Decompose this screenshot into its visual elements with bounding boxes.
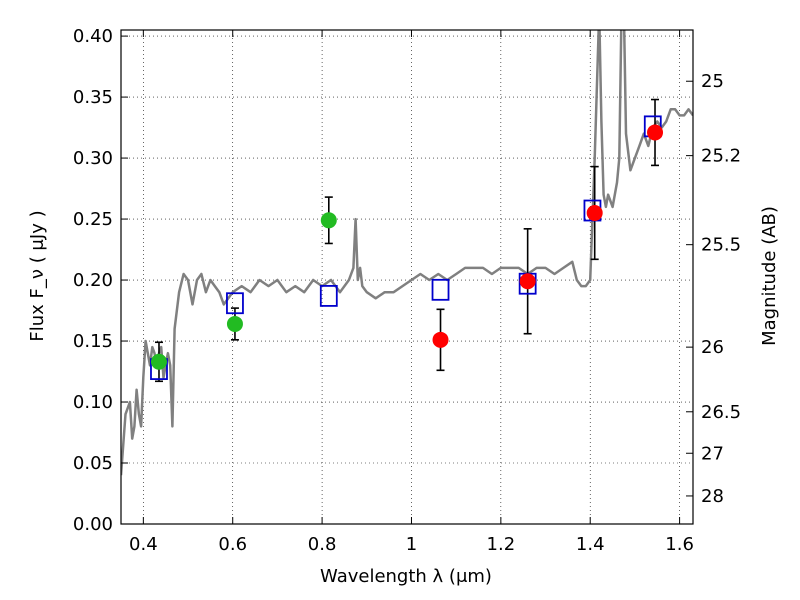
model-photometry-boxes (150, 115, 662, 380)
grid (121, 30, 693, 525)
red-point (519, 273, 536, 290)
red-point (586, 204, 603, 221)
green-point (226, 315, 243, 332)
y-tick-label: 0.30 (73, 148, 113, 169)
y-tick-label: 0.20 (73, 270, 113, 291)
right-tick-label: 26.5 (701, 402, 741, 423)
model-box-marker (319, 285, 338, 307)
green-point (320, 212, 337, 229)
right-tick-label: 28 (701, 486, 724, 507)
x-tick-label: 0.4 (129, 534, 158, 555)
x-tick-label: 0.8 (308, 534, 337, 555)
x-tick-labels: 0.4 0.6 0.8 1 1.2 1.4 1.6 (129, 534, 694, 555)
y-tick-label: 0.35 (73, 87, 113, 108)
y-tick-label: 0.40 (73, 26, 113, 47)
model-spectrum-line (121, 30, 693, 476)
red-point (647, 124, 664, 141)
plot-frame (120, 29, 694, 525)
observed-points (150, 124, 664, 370)
model-box-marker (431, 278, 450, 301)
x-axis-title: Wavelength λ (μm) (320, 566, 492, 587)
x-tick-label: 1.2 (487, 534, 516, 555)
y-tick-label: 0.15 (73, 331, 113, 352)
right-tick-label: 27 (701, 443, 724, 464)
y-tick-label: 0.00 (73, 514, 113, 535)
right-tick-label: 26 (701, 337, 724, 358)
y-tick-labels: 0.00 0.05 0.10 0.15 0.20 0.25 0.30 0.35 0.40 (73, 26, 113, 535)
right-tick-label: 25.2 (701, 146, 741, 167)
x-tick-label: 0.6 (218, 534, 247, 555)
y-axis-title: Flux F_ν ( μJy ) (27, 210, 48, 341)
red-point (432, 331, 449, 348)
y-tick-label: 0.25 (73, 209, 113, 230)
right-tick-labels: 25 25.2 25.5 26 26.5 27 28 (701, 71, 741, 507)
x-tick-label: 1 (406, 534, 417, 555)
y-tick-label: 0.05 (73, 453, 113, 474)
axis-ticks (121, 30, 693, 525)
model-box-marker (226, 292, 244, 315)
x-tick-label: 1.4 (576, 534, 605, 555)
right-axis-title: Magnitude (AB) (759, 206, 780, 346)
right-tick-label: 25.5 (701, 235, 741, 256)
model-spectrum (121, 30, 693, 476)
green-point (150, 353, 167, 370)
right-tick-label: 25 (701, 71, 724, 92)
y-tick-label: 0.10 (73, 392, 113, 413)
error-bars (154, 98, 660, 383)
x-tick-label: 1.6 (665, 534, 694, 555)
